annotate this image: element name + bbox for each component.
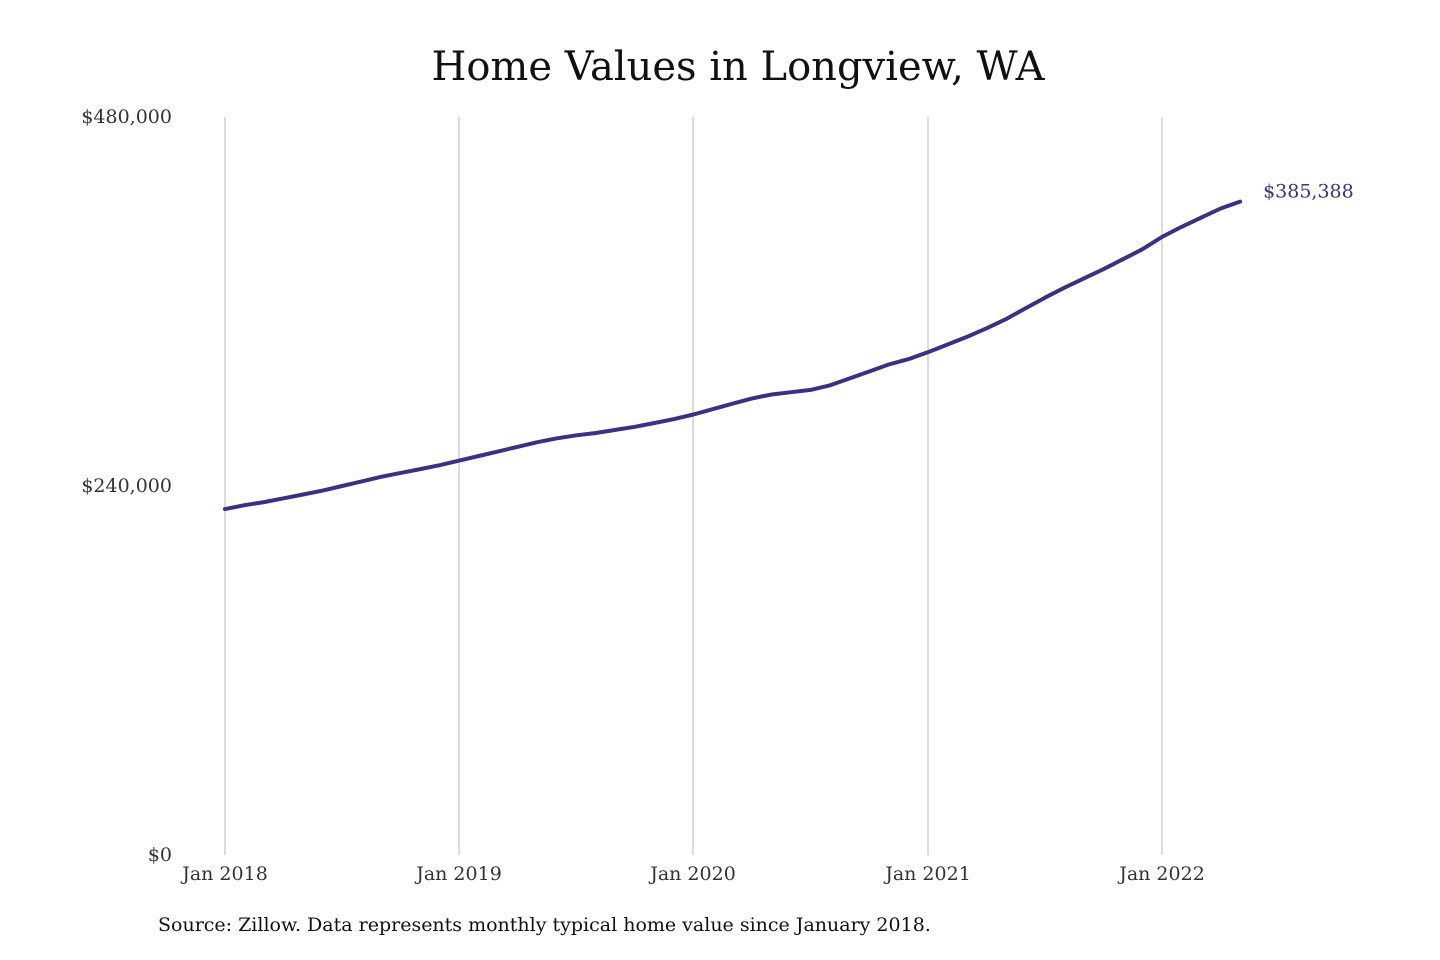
x-tick-label: Jan 2022 — [1117, 863, 1205, 885]
x-tick-label: Jan 2020 — [648, 863, 736, 885]
y-tick-label: $0 — [148, 844, 172, 866]
x-tick-label: Jan 2018 — [180, 863, 268, 885]
chart-title: Home Values in Longview, WA — [431, 44, 1045, 90]
source-note: Source: Zillow. Data represents monthly … — [158, 914, 931, 936]
x-tick-label: Jan 2021 — [883, 863, 971, 885]
end-value-label: $385,388 — [1263, 181, 1354, 203]
y-tick-label: $480,000 — [81, 106, 172, 128]
x-tick-label: Jan 2019 — [414, 863, 502, 885]
y-tick-label: $240,000 — [81, 475, 172, 497]
series-line — [223, 199, 1243, 512]
